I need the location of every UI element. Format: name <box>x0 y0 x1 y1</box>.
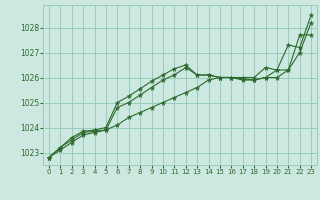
Text: Graphe pression niveau de la mer (hPa): Graphe pression niveau de la mer (hPa) <box>60 186 260 195</box>
